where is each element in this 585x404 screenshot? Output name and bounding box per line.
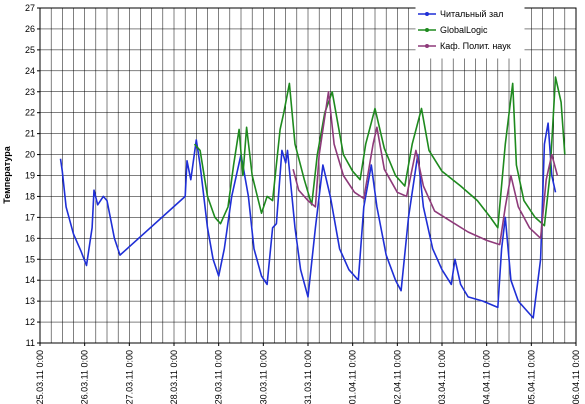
y-tick-label: 21 (25, 129, 35, 139)
legend-label: GlobalLogic (440, 25, 488, 35)
series-line (59, 122, 557, 319)
y-tick-label: 12 (25, 317, 35, 327)
y-tick-label: 19 (25, 171, 35, 181)
x-tick-label: 05.04.11 0:00 (526, 350, 536, 404)
legend-label: Каф. Полит. наук (440, 41, 511, 51)
x-tick-label: 02.04.11 0:00 (392, 350, 402, 404)
x-tick-label: 03.04.11 0:00 (437, 350, 447, 404)
legend-label: Читальный зал (440, 9, 503, 19)
y-tick-label: 11 (26, 338, 35, 348)
x-tick-label: 01.04.11 0:00 (348, 350, 358, 404)
legend-marker (425, 28, 429, 32)
y-tick-label: 16 (25, 233, 35, 243)
y-tick-label: 27 (25, 3, 35, 13)
x-tick-label: 26.03.11 0:00 (80, 350, 90, 404)
series-line (292, 91, 559, 246)
y-tick-label: 15 (25, 254, 35, 264)
y-tick-label: 23 (25, 87, 35, 97)
y-tick-label: 26 (25, 24, 35, 34)
y-tick-label: 17 (25, 212, 35, 222)
legend-marker (425, 12, 429, 16)
y-tick-label: 20 (25, 150, 35, 160)
legend-box (415, 7, 525, 59)
x-tick-label: 27.03.11 0:00 (124, 350, 134, 404)
y-tick-label: 13 (25, 296, 35, 306)
legend-marker (425, 44, 429, 48)
y-axis-title: Температура (2, 145, 12, 204)
x-tick-label: 29.03.11 0:00 (214, 350, 224, 404)
x-tick-label: 30.03.11 0:00 (258, 350, 268, 404)
series-line (193, 76, 566, 229)
x-tick-label: 04.04.11 0:00 (482, 350, 492, 404)
y-tick-label: 18 (25, 191, 35, 201)
y-tick-label: 25 (25, 45, 35, 55)
x-tick-label: 06.04.11 0:00 (571, 350, 581, 404)
y-tick-label: 22 (25, 108, 35, 118)
y-tick-label: 14 (25, 275, 35, 285)
plot-border (39, 7, 577, 344)
y-tick-label: 24 (25, 66, 35, 76)
x-tick-label: 25.03.11 0:00 (35, 350, 45, 404)
x-tick-label: 31.03.11 0:00 (303, 350, 313, 404)
x-tick-label: 28.03.11 0:00 (169, 350, 179, 404)
